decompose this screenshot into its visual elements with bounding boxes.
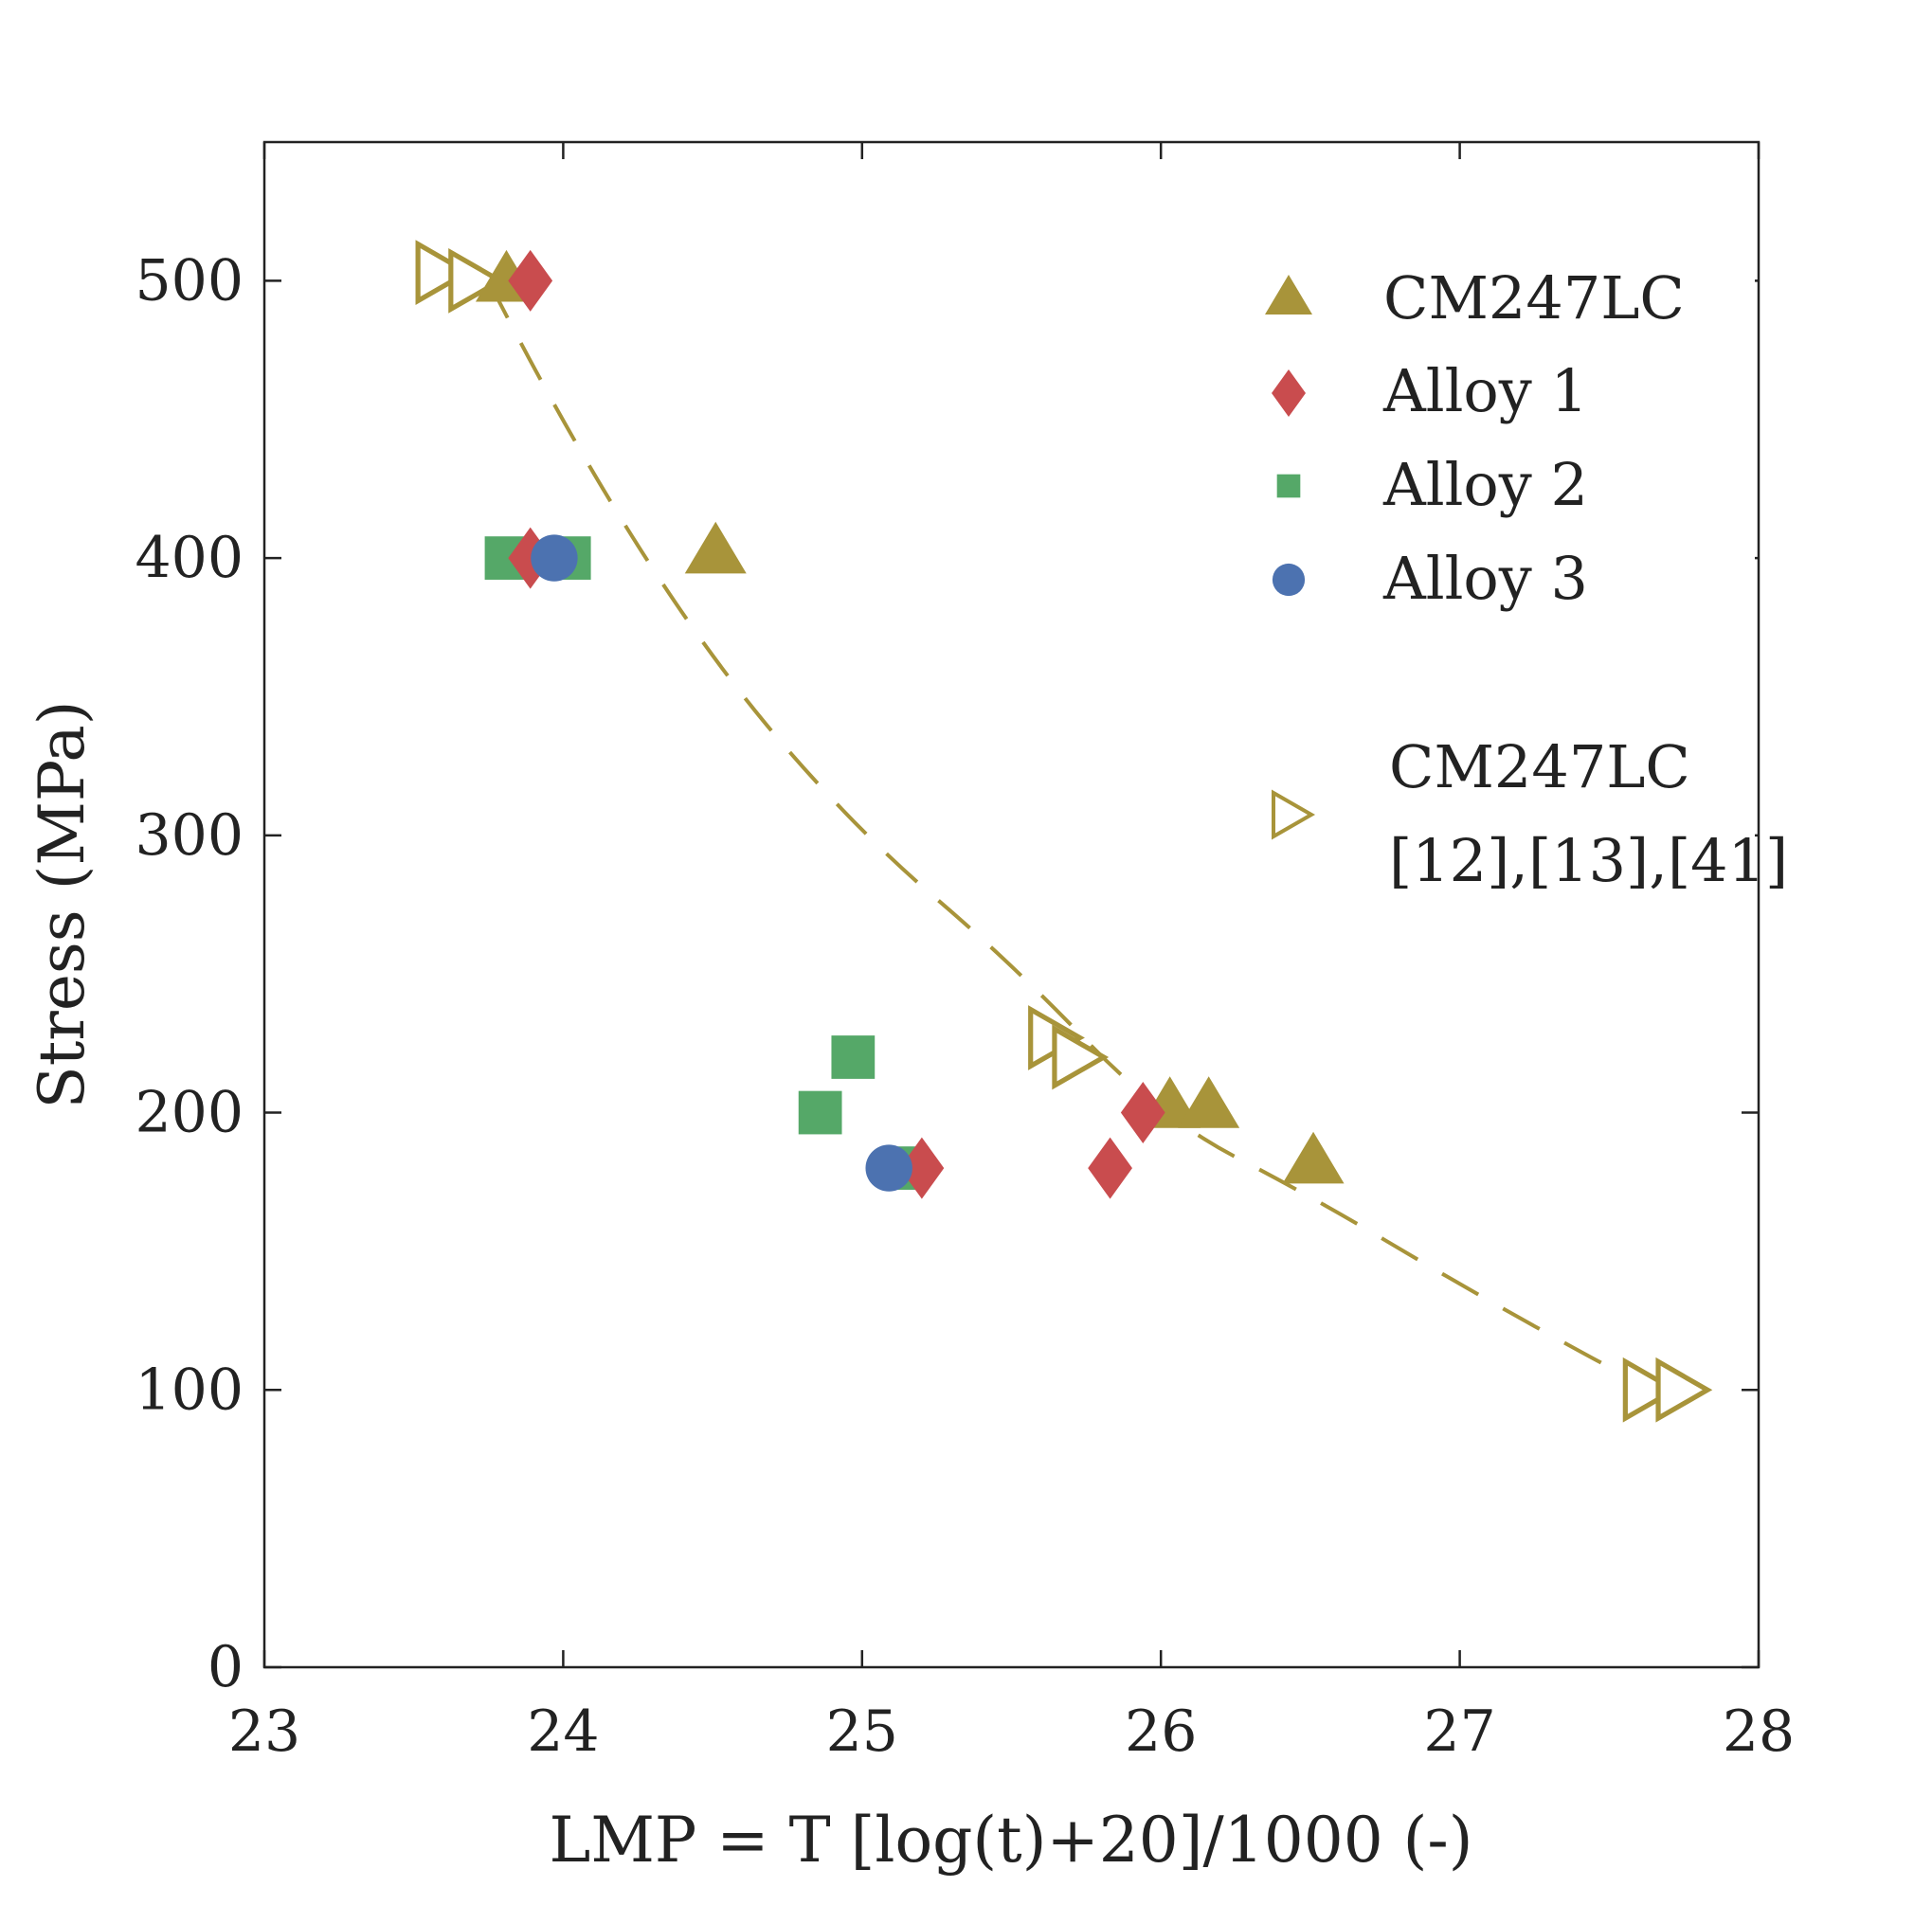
legend-label-cm247lc-reference: CM247LC — [1389, 732, 1690, 801]
data-point-series4-5 — [1655, 1357, 1713, 1423]
x-tick-label: 25 — [826, 1698, 898, 1765]
data-point-series1-3 — [1088, 1137, 1132, 1199]
data-point-series0-3 — [1178, 1076, 1240, 1128]
x-tick-label: 24 — [527, 1698, 599, 1765]
data-point-series1-2 — [899, 1137, 945, 1199]
legend-background — [1243, 237, 1755, 919]
data-point-series4-1 — [448, 247, 506, 314]
x-tick-label: 26 — [1125, 1698, 1197, 1765]
legend-marker-1 — [1272, 369, 1306, 417]
y-tick-label: 100 — [135, 1357, 244, 1423]
legend-marker-3 — [1272, 563, 1306, 597]
y-tick-label: 0 — [208, 1634, 244, 1700]
data-point-series2-2 — [798, 1090, 842, 1135]
legend-marker-0 — [1265, 275, 1312, 315]
y-tick-label: 300 — [135, 802, 244, 869]
x-tick-label: 27 — [1423, 1698, 1495, 1765]
data-point-series1-0 — [508, 249, 553, 312]
legend-marker-4 — [1272, 789, 1316, 840]
axis-ticks-layer: 23 24 25 26 27 28 0 100 200 300 400 500 — [135, 142, 1795, 1765]
data-point-series1-4 — [1120, 1082, 1165, 1144]
legend-label-cm247lc-reference-citations: [12],[13],[41] — [1389, 826, 1788, 895]
x-axis-title: LMP = T [log(t)+20]/1000 (-) — [550, 1804, 1473, 1877]
legend-marker-2 — [1276, 474, 1301, 498]
data-point-series3-0 — [531, 534, 578, 582]
data-point-series4-0 — [415, 240, 473, 305]
data-point-series0-4 — [1282, 1131, 1345, 1184]
legend-label-alloy-1: Alloy 1 — [1382, 356, 1588, 425]
x-tick-label: 23 — [228, 1698, 300, 1765]
data-point-series3-1 — [865, 1144, 912, 1192]
data-point-series2-3 — [831, 1035, 876, 1079]
fit-curve — [486, 279, 1646, 1387]
y-tick-label: 200 — [135, 1080, 244, 1146]
data-point-series4-4 — [1622, 1357, 1680, 1423]
legend-label-alloy-2: Alloy 2 — [1382, 450, 1588, 519]
data-point-series4-3 — [1052, 1024, 1110, 1090]
legend-label-alloy-3: Alloy 3 — [1382, 544, 1588, 613]
y-tick-label: 500 — [135, 247, 244, 314]
y-axis-title: Stress (MPa) — [26, 701, 99, 1109]
legend: CM247LC Alloy 1 Alloy 2 Alloy 3 CM247LC … — [1243, 237, 1788, 919]
x-tick-label: 28 — [1723, 1698, 1795, 1765]
fit-curve-layer — [486, 279, 1646, 1387]
y-tick-label: 400 — [135, 525, 244, 591]
plot-frame — [262, 140, 1760, 1669]
legend-label-cm247lc: CM247LC — [1383, 263, 1685, 332]
data-marks-layer — [415, 240, 1713, 1423]
data-point-series0-1 — [684, 521, 747, 574]
